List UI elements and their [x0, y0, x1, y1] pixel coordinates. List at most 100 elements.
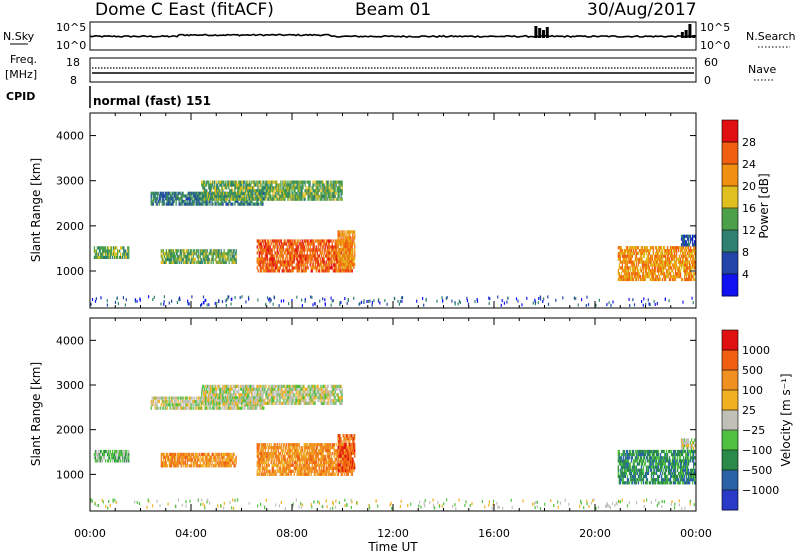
data-cell [229, 183, 231, 187]
data-cell [262, 183, 264, 187]
data-cell [562, 296, 564, 300]
data-cell [631, 266, 634, 270]
data-cell [309, 186, 311, 190]
data-cell [327, 239, 329, 243]
data-cell [295, 191, 297, 196]
data-cell [306, 248, 308, 252]
data-cell [160, 464, 162, 468]
data-cell [241, 401, 243, 405]
data-cell [314, 248, 316, 252]
data-cell [210, 252, 212, 256]
data-cell [312, 398, 314, 403]
data-cell [269, 245, 271, 249]
data-cell [659, 269, 662, 273]
data-cell [159, 194, 161, 198]
data-cell [258, 263, 260, 267]
data-cell [272, 197, 274, 201]
data-cell [641, 263, 644, 267]
data-cell [251, 189, 253, 193]
data-cell [339, 248, 341, 252]
data-cell [327, 269, 329, 273]
data-cell [302, 398, 304, 403]
data-cell [280, 390, 282, 394]
data-cell [672, 275, 675, 279]
data-cell [303, 396, 305, 400]
data-cell [213, 390, 215, 394]
data-cell [337, 180, 339, 184]
data-cell [319, 251, 321, 255]
data-cell [180, 257, 182, 262]
data-cell [127, 249, 129, 253]
data-cell [270, 298, 272, 302]
data-cell [626, 246, 629, 250]
data-cell [675, 266, 678, 270]
data-cell [103, 449, 106, 454]
data-cell [329, 251, 331, 255]
data-cell [643, 266, 646, 270]
data-cell [192, 199, 194, 203]
data-cell [283, 299, 285, 303]
data-cell [686, 249, 688, 253]
data-cell [207, 202, 209, 206]
data-cell [667, 272, 670, 276]
data-cell [202, 255, 204, 259]
data-cell [301, 257, 303, 261]
data-cell [167, 199, 169, 203]
data-cell [298, 263, 300, 267]
data-cell [241, 202, 243, 206]
data-cell [263, 398, 265, 403]
data-cell [225, 180, 227, 184]
data-cell [178, 197, 180, 201]
data-cell [204, 180, 206, 184]
data-cell [622, 275, 624, 279]
data-cell [329, 260, 331, 264]
data-cell [257, 398, 259, 403]
data-cell [624, 275, 626, 279]
data-cell [335, 242, 337, 246]
data-cell [680, 246, 683, 250]
data-cell [668, 257, 671, 261]
data-cell [301, 248, 303, 252]
data-cell [670, 275, 673, 279]
data-cell [278, 260, 280, 264]
data-cell [218, 197, 220, 201]
data-cell [673, 266, 676, 270]
data-cell [165, 455, 167, 459]
data-cell [187, 191, 189, 195]
data-cell [227, 401, 229, 405]
data-cell [173, 399, 175, 404]
data-cell [661, 269, 664, 273]
data-cell [252, 197, 254, 201]
data-cell [645, 266, 648, 270]
data-cell [295, 197, 297, 201]
data-cell [284, 242, 286, 246]
data-cell [618, 251, 620, 255]
data-cell [224, 403, 226, 407]
data-cell [270, 260, 272, 264]
data-cell [335, 248, 337, 252]
data-cell [339, 253, 341, 258]
data-cell [234, 399, 236, 404]
data-cell [679, 246, 682, 250]
data-cell [655, 251, 658, 255]
data-cell [329, 189, 331, 193]
data-cell [342, 242, 344, 246]
nsky-label: N.Sky [3, 30, 35, 43]
data-cell [182, 199, 184, 203]
data-cell [103, 453, 106, 457]
data-cell [332, 390, 334, 394]
data-cell [200, 249, 202, 253]
data-cell [662, 275, 665, 279]
data-cell [169, 194, 171, 198]
data-cell [653, 260, 656, 264]
data-cell [341, 230, 343, 234]
data-cell [249, 406, 251, 410]
data-cell [214, 396, 216, 400]
data-cell [211, 189, 213, 193]
data-cell [320, 191, 322, 196]
data-cell [284, 197, 286, 201]
data-cell [255, 191, 257, 196]
data-cell [123, 246, 125, 250]
data-cell [320, 266, 322, 270]
